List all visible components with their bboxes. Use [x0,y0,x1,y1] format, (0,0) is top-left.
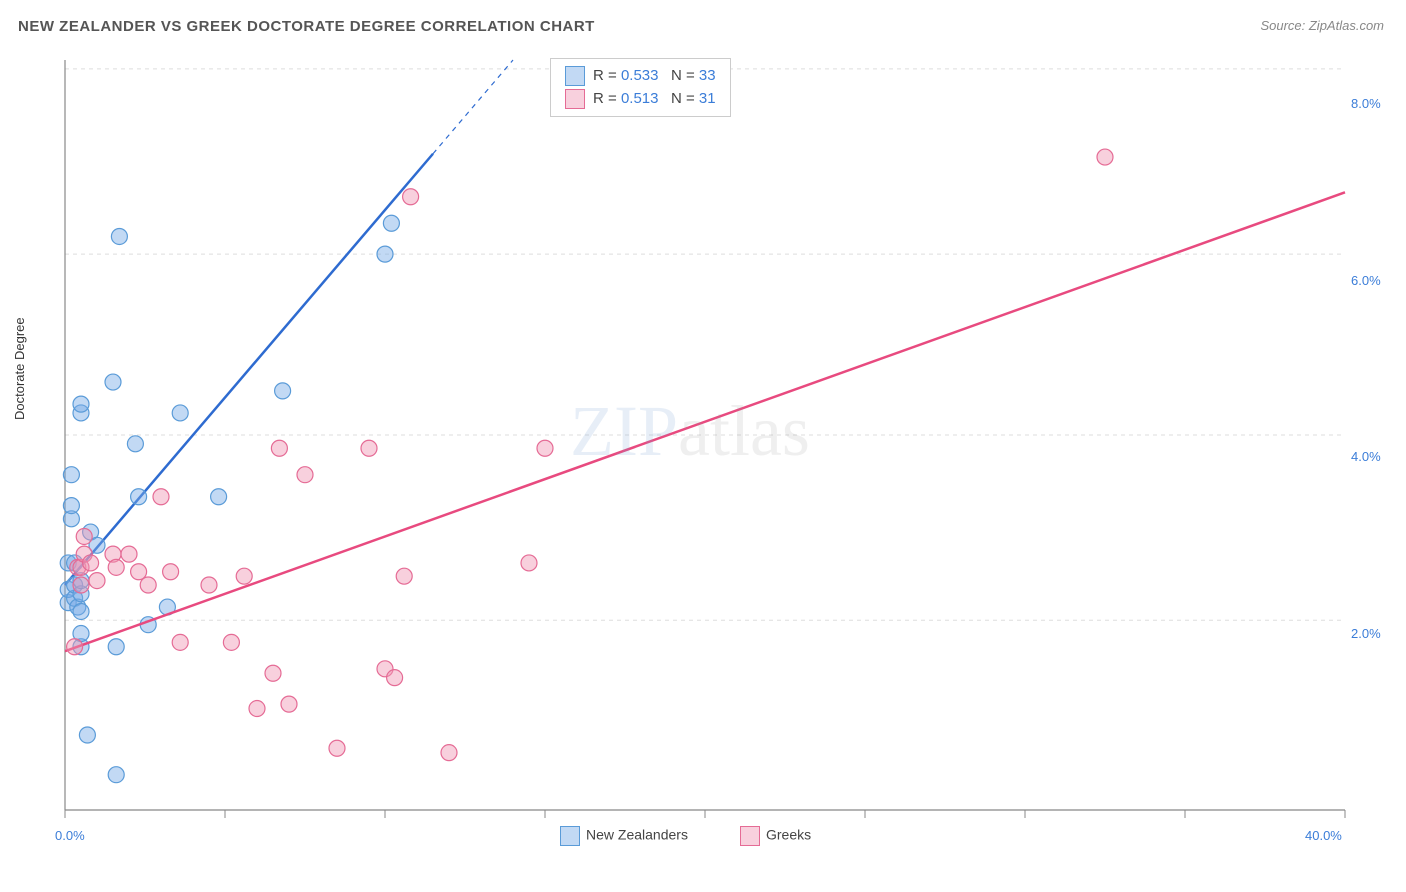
x-tick-label: 40.0% [1305,828,1342,843]
y-tick-label: 8.0% [1351,96,1381,111]
r-value: 0.513 [621,90,659,107]
correlation-stats-box: R = 0.533 N = 33R = 0.513 N = 31 [550,58,731,117]
n-label: N = [658,67,698,84]
legend-swatch [560,826,580,846]
stats-swatch [565,66,585,86]
legend-item: New Zealanders [560,826,688,846]
r-label: R = [593,67,621,84]
stats-swatch [565,89,585,109]
y-axis-label: Doctorate Degree [12,317,27,420]
source-label: Source: ZipAtlas.com [1260,18,1384,33]
n-value: 31 [699,90,716,107]
chart-title: NEW ZEALANDER VS GREEK DOCTORATE DEGREE … [18,18,595,35]
legend-item: Greeks [740,826,811,846]
n-label: N = [658,90,698,107]
legend-label: Greeks [766,827,811,843]
legend-swatch [740,826,760,846]
x-tick-label: 0.0% [55,828,85,843]
y-tick-label: 4.0% [1351,449,1381,464]
r-value: 0.533 [621,67,659,84]
stats-row: R = 0.513 N = 31 [565,88,716,111]
y-tick-label: 6.0% [1351,273,1381,288]
scatter-plot [55,50,1385,840]
y-tick-label: 2.0% [1351,626,1381,641]
legend-label: New Zealanders [586,827,688,843]
stats-row: R = 0.533 N = 33 [565,65,716,88]
r-label: R = [593,90,621,107]
n-value: 33 [699,67,716,84]
